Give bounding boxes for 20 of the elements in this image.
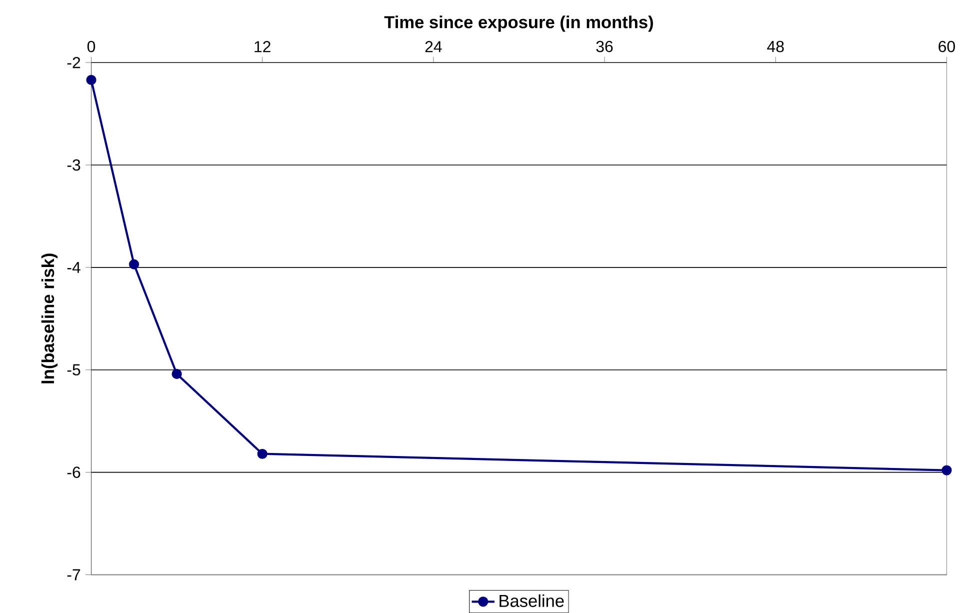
- x-tick-label: 48: [767, 40, 784, 52]
- y-tick-label: -6: [67, 466, 80, 478]
- x-tick-label: 36: [596, 40, 613, 52]
- point: [257, 448, 268, 459]
- x-tick-label: 60: [938, 40, 955, 52]
- point: [942, 465, 952, 476]
- y-tick-label: -2: [67, 56, 80, 68]
- legend-label: Baseline: [500, 594, 564, 607]
- y-axis-title: ln(baseline risk): [41, 254, 58, 384]
- x-tick-label: 24: [425, 40, 442, 52]
- point: [172, 368, 182, 379]
- y-tick-label: -7: [67, 569, 80, 580]
- y-tick-label: -4: [67, 262, 80, 273]
- point: [128, 259, 140, 270]
- x-axis-title: Time since exposure (in months): [384, 16, 653, 32]
- y-tick-label: -5: [67, 364, 80, 376]
- point: [86, 74, 96, 85]
- x-tick-label: 12: [254, 40, 270, 52]
- y-tick-label: -3: [67, 159, 80, 171]
- x-tick-label: 0: [87, 40, 96, 52]
